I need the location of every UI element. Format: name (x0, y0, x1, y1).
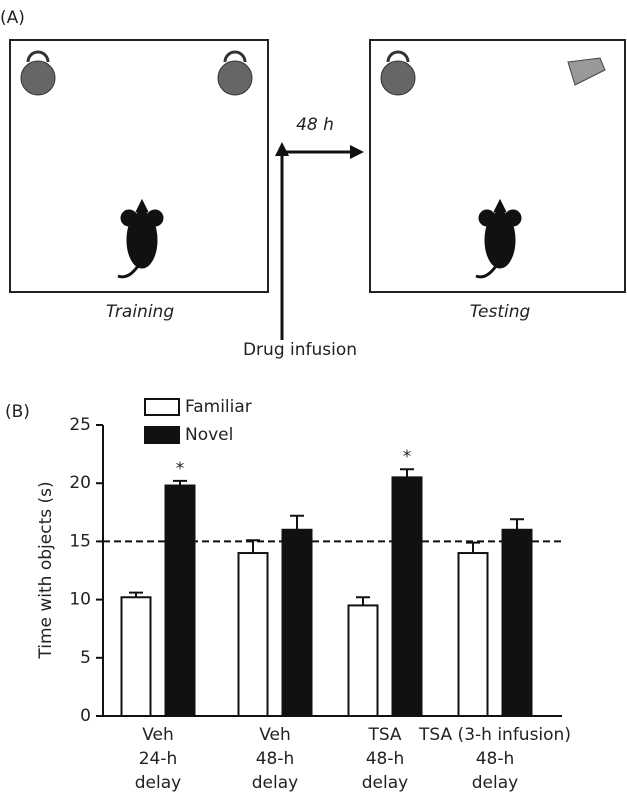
mouse (118, 200, 163, 277)
x-tick-label: delay (135, 773, 181, 793)
error-bar (466, 543, 480, 553)
significance: * (176, 459, 185, 479)
phase-label: Training (106, 302, 174, 322)
y-tick-label: 0 (80, 706, 91, 726)
legend-swatch (145, 399, 179, 415)
y-tick-label: 25 (69, 415, 91, 435)
object (218, 52, 252, 95)
x-tick-label: Veh (259, 725, 291, 745)
drug-label: Drug infusion (243, 340, 357, 360)
x-tick-label: 48-h (366, 749, 405, 769)
bar (459, 553, 488, 716)
y-tick-label: 10 (69, 590, 91, 610)
legend-label: Novel (185, 425, 233, 445)
error-bar (400, 469, 414, 477)
x-tick-label: delay (362, 773, 408, 793)
error-bar (290, 516, 304, 530)
object (568, 58, 605, 85)
bar (239, 553, 268, 716)
x-tick-label: 48-h (256, 749, 295, 769)
error-bar (510, 519, 524, 529)
legend-swatch (145, 427, 179, 443)
panel-label: (A) (0, 8, 25, 28)
bar (393, 477, 422, 716)
object (21, 52, 55, 95)
bar (122, 597, 151, 716)
x-tick-label: Veh (142, 725, 174, 745)
x-tick-label: 48-h (476, 749, 515, 769)
bar (166, 486, 195, 716)
x-tick-label: TSA (367, 725, 401, 745)
x-tick-label: TSA (3-h infusion) (418, 725, 571, 745)
bar (283, 530, 312, 716)
panel-label: (B) (5, 402, 30, 422)
y-axis-label: Time with objects (s) (36, 481, 56, 659)
y-tick-label: 5 (80, 648, 91, 668)
error-bar (356, 597, 370, 605)
x-tick-label: delay (252, 773, 298, 793)
object (381, 52, 415, 95)
arrow-head (275, 142, 289, 156)
x-tick-label: 24-h (139, 749, 178, 769)
x-tick-label: delay (472, 773, 518, 793)
significance: * (403, 447, 412, 467)
y-tick-label: 15 (69, 531, 91, 551)
bar (503, 530, 532, 716)
y-tick-label: 20 (69, 473, 91, 493)
mouse (476, 200, 521, 277)
phase-label: Testing (470, 302, 531, 322)
legend-label: Familiar (185, 397, 252, 417)
arrow-head (350, 145, 364, 159)
figure: (A) 48 h Training Testing Drug infusion … (0, 0, 627, 798)
arrow (282, 152, 355, 340)
delay-label: 48 h (296, 115, 334, 135)
bar (349, 605, 378, 716)
